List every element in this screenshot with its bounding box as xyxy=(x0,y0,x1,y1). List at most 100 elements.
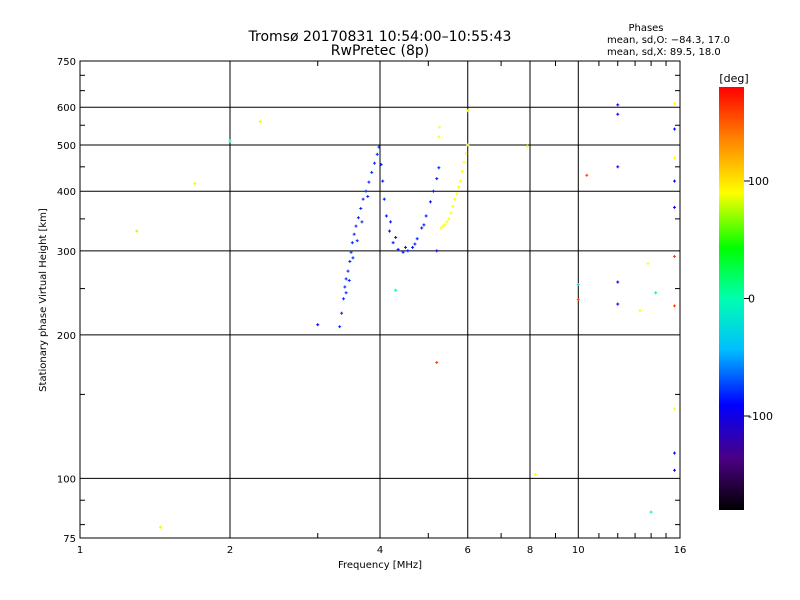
data-point xyxy=(466,109,470,113)
data-point xyxy=(346,269,350,273)
data-point xyxy=(457,185,461,189)
x-axis-label: Frequency [MHz] xyxy=(338,560,422,571)
data-point xyxy=(361,197,365,201)
data-point xyxy=(673,407,677,411)
data-point xyxy=(403,245,407,249)
y-tick-label: 200 xyxy=(57,331,76,342)
x-tick-label: 10 xyxy=(572,545,585,556)
data-point xyxy=(441,224,445,228)
data-point xyxy=(391,241,395,245)
data-point xyxy=(616,112,620,116)
data-point xyxy=(394,288,398,292)
y-tick-label: 400 xyxy=(57,187,76,198)
data-point xyxy=(437,135,441,139)
data-point xyxy=(525,144,529,148)
x-tick-label: 8 xyxy=(527,545,533,556)
data-point xyxy=(384,214,388,218)
grid-lines xyxy=(80,61,680,538)
data-point xyxy=(451,204,455,208)
y-tick-label: 750 xyxy=(57,57,76,68)
data-point xyxy=(616,165,620,169)
data-point xyxy=(401,250,405,254)
plot-frame xyxy=(79,60,681,539)
colorbar xyxy=(719,87,744,510)
data-point xyxy=(435,249,439,253)
data-point xyxy=(428,200,432,204)
data-point xyxy=(447,217,451,221)
data-point xyxy=(464,151,468,155)
data-point xyxy=(435,360,439,364)
data-point xyxy=(373,161,377,165)
x-tick-label: 6 xyxy=(465,545,471,556)
data-point xyxy=(193,182,197,186)
colorbar-tick-label: -100 xyxy=(748,410,773,423)
data-point xyxy=(616,302,620,306)
data-point xyxy=(375,152,379,156)
x-tick-label: 4 xyxy=(377,545,383,556)
data-point xyxy=(364,189,368,193)
data-point xyxy=(460,169,464,173)
x-tick-label: 2 xyxy=(227,545,233,556)
data-point xyxy=(437,166,441,170)
data-point xyxy=(673,156,677,160)
y-tick-label: 300 xyxy=(57,247,76,258)
data-point xyxy=(438,125,442,129)
data-point xyxy=(424,214,428,218)
data-point xyxy=(673,102,677,106)
data-point xyxy=(445,220,449,224)
data-point xyxy=(654,291,658,295)
stats-line-x: mean, sd,X: 89.5, 18.0 xyxy=(607,47,721,58)
data-point xyxy=(354,224,358,228)
data-point xyxy=(422,223,426,227)
y-tick-label: 600 xyxy=(57,103,76,114)
data-point xyxy=(379,163,383,167)
data-point xyxy=(360,220,364,224)
data-point xyxy=(350,241,354,245)
data-point xyxy=(673,179,677,183)
data-point xyxy=(135,229,139,233)
data-point xyxy=(367,180,371,184)
data-point xyxy=(342,297,346,301)
data-point xyxy=(649,510,653,514)
data-point xyxy=(389,220,393,224)
data-point xyxy=(356,216,360,220)
data-point xyxy=(348,259,352,263)
data-point xyxy=(439,226,443,230)
data-point xyxy=(443,223,447,227)
data-point xyxy=(673,127,677,131)
colorbar-tick-label: 0 xyxy=(748,293,755,306)
data-point xyxy=(382,197,386,201)
data-point xyxy=(338,325,342,329)
data-point xyxy=(646,262,650,266)
data-point xyxy=(673,468,677,472)
data-point xyxy=(435,177,439,181)
data-point xyxy=(576,298,580,302)
stats-line-o: mean, sd,O: −84.3, 17.0 xyxy=(607,35,730,46)
data-point xyxy=(349,250,353,254)
colorbar-tick-label: 100 xyxy=(748,175,769,188)
stats-heading: Phases xyxy=(628,23,663,34)
data-point xyxy=(359,206,363,210)
chart-title: Tromsø 20170831 10:54:00–10:55:43 xyxy=(248,29,512,45)
data-point xyxy=(344,277,348,281)
data-point xyxy=(406,249,410,253)
data-point xyxy=(638,308,642,312)
data-point xyxy=(420,226,424,230)
data-point xyxy=(576,282,580,286)
data-point xyxy=(616,280,620,284)
data-points xyxy=(135,102,677,529)
chart-subtitle: RwPretec (8p) xyxy=(331,43,429,59)
y-tick-label: 100 xyxy=(57,474,76,485)
data-point xyxy=(343,285,347,289)
x-axis-ticks: 1 2 4 6 8 10 16 xyxy=(77,61,686,556)
data-point xyxy=(370,170,374,174)
data-point xyxy=(381,179,385,183)
data-point xyxy=(673,304,677,308)
data-point xyxy=(388,229,392,233)
data-point xyxy=(673,451,677,455)
data-point xyxy=(453,197,457,201)
data-point xyxy=(344,291,348,295)
data-point xyxy=(316,323,320,327)
colorbar-label: [deg] xyxy=(719,72,748,85)
